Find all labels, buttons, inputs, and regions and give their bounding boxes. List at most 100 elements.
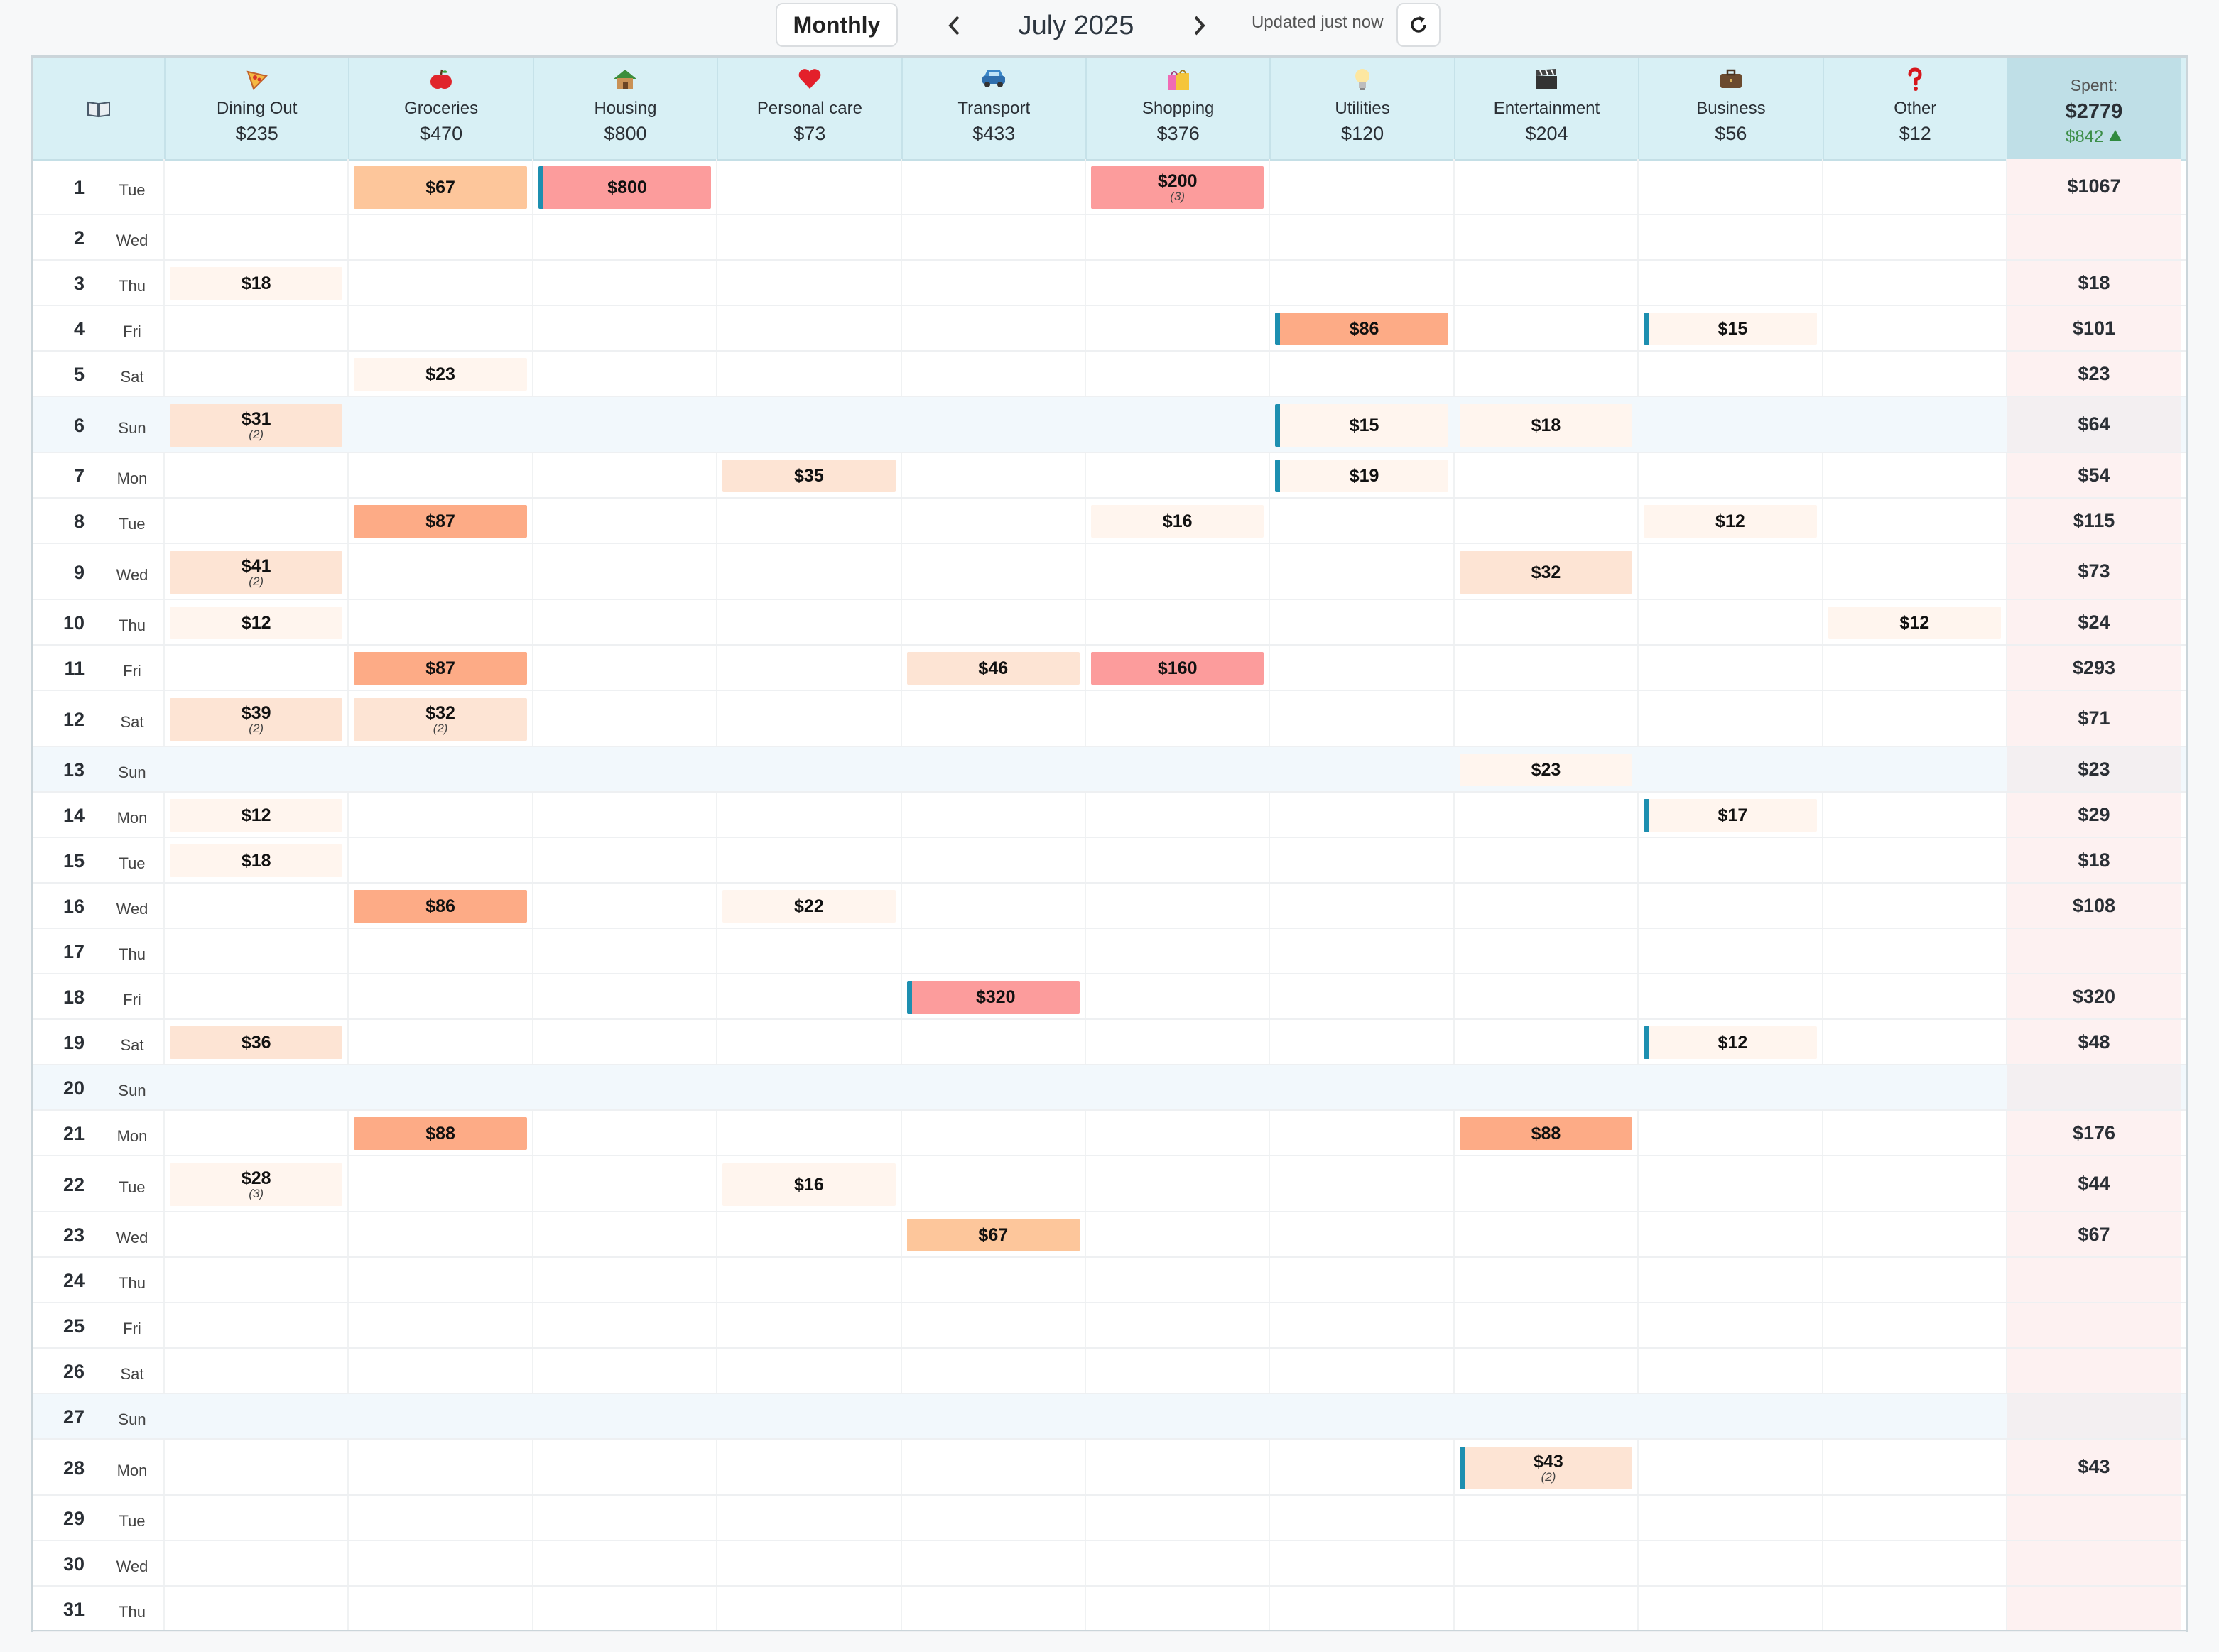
expense-cell[interactable]: $17 xyxy=(1638,793,1822,837)
expense-cell[interactable]: $46 xyxy=(901,646,1085,690)
expense-cell[interactable]: $43 (2) xyxy=(1454,1440,1638,1494)
expense-cell[interactable]: $22 xyxy=(717,884,901,928)
expense-cell[interactable]: $12 xyxy=(164,600,348,644)
expense-cell[interactable]: $88 xyxy=(348,1111,532,1155)
expense-amount-chip[interactable]: $86 xyxy=(354,890,527,923)
expense-cell[interactable]: $32 (2) xyxy=(348,691,532,746)
expense-cell[interactable]: $15 xyxy=(1638,306,1822,350)
expense-amount-chip[interactable]: $88 xyxy=(1459,1117,1633,1150)
expense-amount-chip[interactable]: $46 xyxy=(906,652,1080,685)
expense-cell[interactable]: $86 xyxy=(1269,306,1453,350)
expense-amount-chip[interactable]: $31 (2) xyxy=(170,403,343,447)
expense-amount-chip[interactable]: $16 xyxy=(722,1163,896,1206)
expense-amount-chip[interactable]: $16 xyxy=(1091,505,1264,538)
expense-amount-chip[interactable]: $12 xyxy=(170,607,343,639)
expense-cell[interactable]: $86 xyxy=(348,884,532,928)
expense-amount-chip[interactable]: $160 xyxy=(1091,652,1264,685)
day-number: 19 xyxy=(63,1032,85,1053)
expense-cell[interactable]: $200 (3) xyxy=(1085,159,1269,214)
expense-amount-chip[interactable]: $12 xyxy=(170,799,343,832)
expense-cell[interactable]: $15 xyxy=(1269,397,1453,452)
expense-amount-chip[interactable]: $32 xyxy=(1459,550,1633,594)
expense-amount-chip[interactable]: $12 xyxy=(1644,1026,1817,1059)
day-number: 22 xyxy=(63,1173,85,1195)
category-header-utilities[interactable]: Utilities $120 xyxy=(1269,58,1453,159)
expense-cell[interactable]: $12 xyxy=(1638,1020,1822,1064)
expense-amount-chip[interactable]: $800 xyxy=(538,165,712,209)
apple-icon xyxy=(349,67,532,93)
expense-amount-chip[interactable]: $15 xyxy=(1275,403,1448,447)
next-month-button[interactable] xyxy=(1179,6,1219,45)
expense-amount-chip[interactable]: $32 (2) xyxy=(354,697,527,741)
expense-cell[interactable]: $12 xyxy=(1823,600,2007,644)
expense-cell[interactable]: $36 xyxy=(164,1020,348,1064)
expense-cell[interactable]: $67 xyxy=(348,159,532,214)
expense-cell[interactable]: $19 xyxy=(1269,453,1453,497)
expense-cell[interactable]: $35 xyxy=(717,453,901,497)
expense-amount-chip[interactable]: $15 xyxy=(1644,313,1817,345)
expense-amount-chip[interactable]: $67 xyxy=(906,1219,1080,1251)
expense-amount-chip[interactable]: $41 (2) xyxy=(170,550,343,594)
expense-amount-chip[interactable]: $23 xyxy=(354,358,527,391)
category-header-dining-out[interactable]: Dining Out $235 xyxy=(164,58,348,159)
expense-amount-chip[interactable]: $87 xyxy=(354,505,527,538)
expense-amount-chip[interactable]: $22 xyxy=(722,890,896,923)
expense-cell[interactable]: $28 (3) xyxy=(164,1156,348,1211)
expense-cell[interactable]: $88 xyxy=(1454,1111,1638,1155)
expense-cell[interactable]: $41 (2) xyxy=(164,544,348,599)
expense-amount-chip[interactable]: $18 xyxy=(1459,403,1633,447)
category-header-personal-care[interactable]: Personal care $73 xyxy=(717,58,901,159)
category-header-entertainment[interactable]: Entertainment $204 xyxy=(1453,58,1638,159)
expense-amount-chip[interactable]: $28 (3) xyxy=(170,1163,343,1206)
category-header-housing[interactable]: Housing $800 xyxy=(532,58,717,159)
expense-amount-chip[interactable]: $19 xyxy=(1275,460,1448,492)
day-row: 26 Sat xyxy=(33,1349,2186,1394)
expense-amount-chip[interactable]: $43 (2) xyxy=(1459,1446,1633,1489)
expense-amount-chip[interactable]: $18 xyxy=(170,267,343,300)
expense-cell[interactable]: $23 xyxy=(1454,747,1638,791)
day-weekday: Fri xyxy=(123,662,141,680)
expense-cell[interactable]: $12 xyxy=(164,793,348,837)
expense-cell[interactable]: $23 xyxy=(348,352,532,396)
refresh-button[interactable] xyxy=(1396,3,1441,47)
category-header-business[interactable]: Business $56 xyxy=(1638,58,1822,159)
expense-amount-chip[interactable]: $320 xyxy=(906,981,1080,1014)
previous-month-button[interactable] xyxy=(935,6,975,45)
expense-cell[interactable]: $800 xyxy=(533,159,717,214)
day-number: 25 xyxy=(63,1315,85,1337)
expense-cell[interactable]: $18 xyxy=(164,838,348,882)
expense-cell[interactable]: $160 xyxy=(1085,646,1269,690)
category-header-other[interactable]: Other $12 xyxy=(1822,58,2007,159)
expense-cell[interactable]: $320 xyxy=(901,974,1085,1018)
expense-amount-chip[interactable]: $86 xyxy=(1275,313,1448,345)
expense-cell[interactable]: $87 xyxy=(348,499,532,543)
expense-amount-chip[interactable]: $36 xyxy=(170,1026,343,1059)
expense-cell[interactable]: $16 xyxy=(1085,499,1269,543)
expense-amount-chip[interactable]: $87 xyxy=(354,652,527,685)
expense-amount: $19 xyxy=(1349,466,1379,486)
expense-amount-chip[interactable]: $88 xyxy=(354,1117,527,1150)
expense-cell[interactable]: $67 xyxy=(901,1212,1085,1256)
expense-cell[interactable]: $18 xyxy=(164,261,348,305)
expense-cell[interactable]: $12 xyxy=(1638,499,1822,543)
expense-amount-chip[interactable]: $12 xyxy=(1644,505,1817,538)
category-header-groceries[interactable]: Groceries $470 xyxy=(348,58,532,159)
day-number: 20 xyxy=(63,1077,85,1099)
expense-amount-chip[interactable]: $67 xyxy=(354,165,527,209)
category-header-shopping[interactable]: Shopping $376 xyxy=(1085,58,1269,159)
expense-cell[interactable]: $87 xyxy=(348,646,532,690)
category-header-transport[interactable]: Transport $433 xyxy=(901,58,1085,159)
expense-cell[interactable]: $39 (2) xyxy=(164,691,348,746)
expense-cell[interactable]: $16 xyxy=(717,1156,901,1211)
expense-cell[interactable]: $32 xyxy=(1454,544,1638,599)
expense-amount-chip[interactable]: $17 xyxy=(1644,799,1817,832)
expense-amount-chip[interactable]: $12 xyxy=(1828,607,2001,639)
expense-amount-chip[interactable]: $18 xyxy=(170,844,343,877)
expense-amount-chip[interactable]: $200 (3) xyxy=(1091,165,1264,209)
expense-cell[interactable]: $31 (2) xyxy=(164,397,348,452)
expense-amount-chip[interactable]: $35 xyxy=(722,460,896,492)
view-mode-button[interactable]: Monthly xyxy=(776,3,898,47)
expense-amount-chip[interactable]: $39 (2) xyxy=(170,697,343,741)
expense-cell[interactable]: $18 xyxy=(1454,397,1638,452)
expense-amount-chip[interactable]: $23 xyxy=(1459,754,1633,786)
